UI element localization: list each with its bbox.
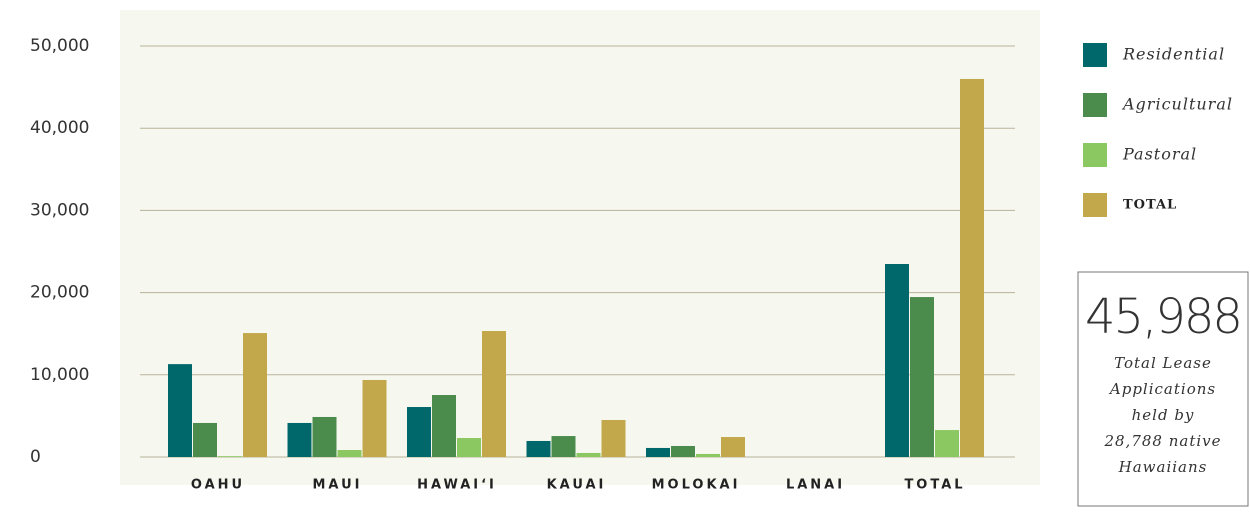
y-tick-label: 30,000 — [30, 200, 89, 220]
bar — [576, 452, 601, 457]
y-tick-label: 0 — [30, 447, 41, 467]
annotation-text: 28,788 native — [1103, 432, 1221, 450]
legend-label: Agricultural — [1121, 95, 1233, 114]
bar — [193, 422, 217, 457]
y-tick-label: 50,000 — [30, 36, 89, 56]
y-tick-label: 20,000 — [30, 283, 89, 303]
bar — [218, 456, 242, 457]
bar — [910, 297, 934, 457]
legend-swatch — [1083, 143, 1107, 167]
bar — [646, 447, 670, 457]
bar — [362, 379, 387, 457]
y-tick-label: 40,000 — [30, 118, 89, 138]
legend-label: TOTAL — [1123, 198, 1177, 213]
legend-swatch — [1083, 93, 1107, 117]
legend-swatch — [1083, 43, 1107, 67]
bar — [696, 453, 720, 457]
bar — [457, 438, 481, 457]
bar — [526, 440, 551, 457]
bar — [960, 78, 984, 457]
x-tick-label: HAWAI‘I — [417, 478, 497, 493]
x-tick-label: KAUAI — [547, 478, 607, 493]
annotation-text: held by — [1132, 406, 1195, 424]
bar — [671, 445, 695, 457]
bar — [885, 263, 909, 457]
x-tick-label: MOLOKAI — [652, 478, 741, 493]
annotation-text: Applications — [1108, 380, 1216, 398]
bar — [601, 420, 626, 457]
x-tick-label: MAUI — [313, 478, 363, 493]
bar — [312, 416, 337, 457]
annotation-headline: 45,988 — [1085, 289, 1241, 345]
legend-swatch — [1083, 193, 1107, 217]
bar — [935, 430, 959, 457]
bar — [337, 450, 362, 457]
y-tick-label: 10,000 — [30, 365, 89, 385]
annotation-text: Hawaiians — [1118, 458, 1208, 476]
bar — [168, 364, 192, 457]
x-tick-label: OAHU — [191, 478, 245, 493]
annotation-box — [1077, 271, 1249, 507]
bar — [721, 437, 745, 457]
x-tick-label: TOTAL — [904, 478, 965, 493]
bar — [287, 422, 312, 457]
annotation-text: Total Lease — [1114, 354, 1212, 372]
bar — [482, 330, 506, 457]
bar — [243, 333, 267, 457]
bar — [407, 407, 431, 457]
x-tick-label: LANAI — [786, 478, 845, 493]
legend-label: Residential — [1122, 45, 1225, 64]
legend-label: Pastoral — [1122, 145, 1197, 164]
bar — [432, 395, 456, 457]
bar — [551, 436, 576, 457]
